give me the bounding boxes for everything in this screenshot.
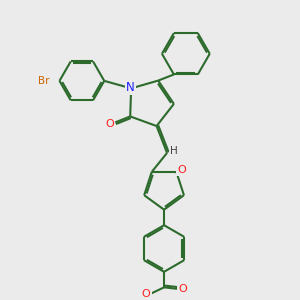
Text: N: N [126, 81, 135, 94]
Text: O: O [142, 289, 151, 299]
Text: H: H [170, 146, 178, 156]
Text: O: O [177, 165, 186, 176]
Text: O: O [178, 284, 187, 294]
Text: O: O [106, 119, 114, 129]
Text: Br: Br [38, 76, 50, 86]
